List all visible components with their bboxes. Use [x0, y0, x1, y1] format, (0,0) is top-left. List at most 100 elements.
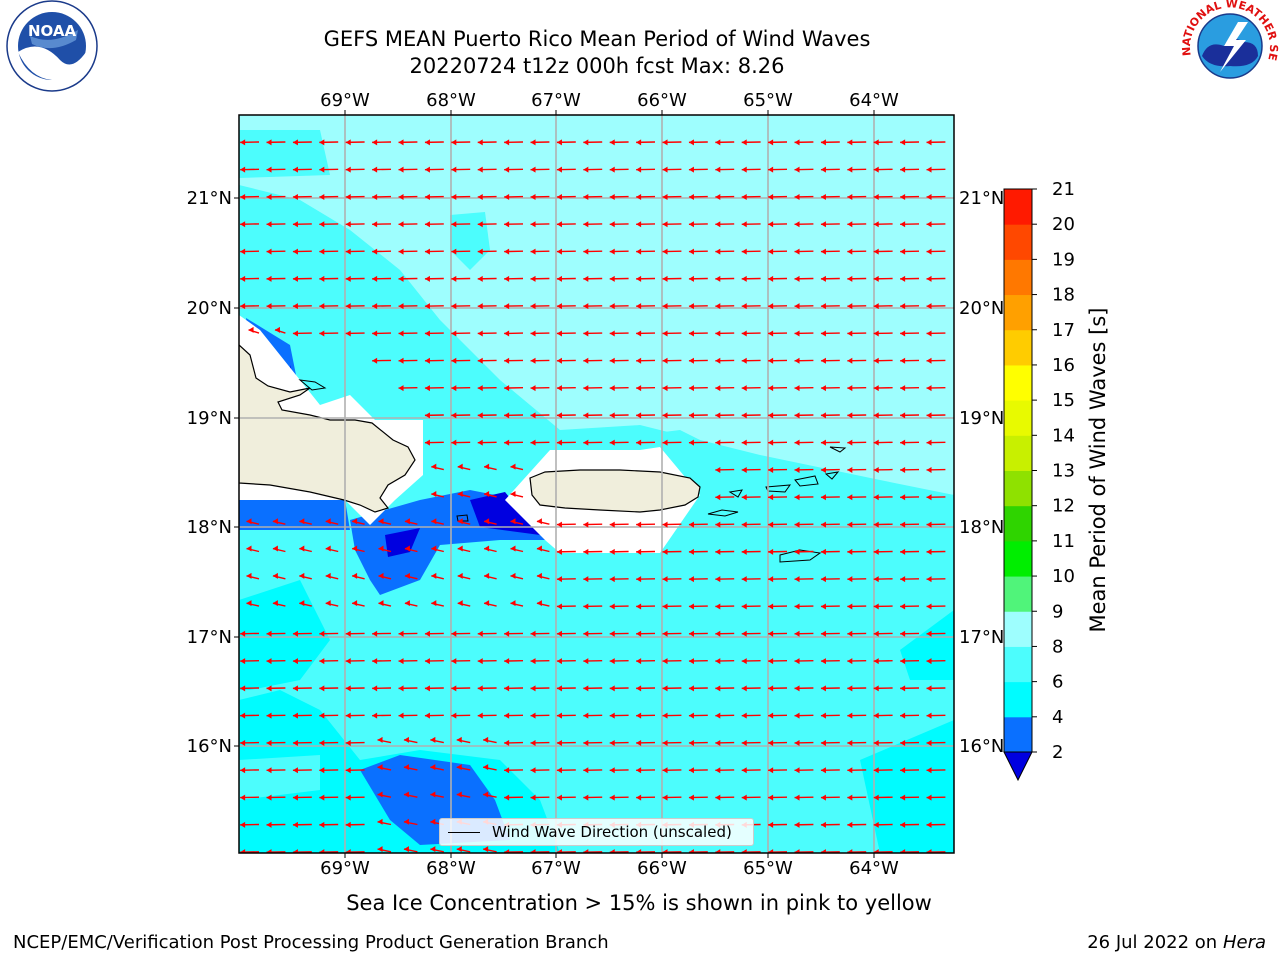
- wind-arrow-head: [794, 685, 800, 692]
- wind-arrow-head: [292, 821, 298, 828]
- wind-arrow-head: [583, 385, 589, 392]
- colorbar-tick-label: 13: [1052, 461, 1075, 482]
- wind-arrow-head: [873, 767, 879, 774]
- wind-arrow-head: [319, 685, 325, 692]
- island-anegada: [829, 446, 847, 453]
- wind-arrow-head: [820, 658, 826, 665]
- wind-arrow-head: [319, 275, 325, 282]
- wind-arrow-head: [556, 330, 562, 337]
- wind-arrow-head: [510, 518, 516, 525]
- wind-arrow-head: [741, 412, 747, 419]
- wind-arrow-head: [609, 630, 615, 637]
- wind-arrow-head: [504, 330, 510, 337]
- island-bvi: [794, 475, 819, 487]
- wind-arrow-head: [292, 658, 298, 665]
- wind-arrow-head: [583, 193, 589, 200]
- wind-arrow-head: [398, 712, 404, 719]
- wind-arrow-head: [873, 794, 879, 801]
- wind-arrow-head: [504, 412, 510, 419]
- lat-label-left-17n: 17°N: [187, 627, 232, 648]
- wind-arrow-head: [530, 685, 536, 692]
- wind-arrow-head: [820, 439, 826, 446]
- wind-arrow-head: [530, 385, 536, 392]
- lat-label-right-16n: 16°N: [959, 736, 1004, 757]
- wind-arrow-head: [900, 494, 906, 501]
- wind-arrow-head: [715, 739, 721, 746]
- wind-arrow-head: [457, 572, 463, 579]
- wind-arrow-head: [398, 330, 404, 337]
- wind-arrow-head: [352, 572, 358, 579]
- nws-logo: NATIONAL WEATHER SERVICE: [0, 0, 1280, 92]
- colorbar-tick-label: 4: [1052, 707, 1063, 728]
- wind-arrow-head: [398, 248, 404, 255]
- wind-arrow-head: [484, 463, 490, 470]
- wind-arrow-head: [609, 548, 615, 555]
- wind-arrow-head: [292, 685, 298, 692]
- wind-arrow-head: [741, 221, 747, 228]
- wind-arrow-head: [926, 821, 932, 828]
- lon-label-top-65w: 65°W: [743, 90, 793, 111]
- wind-arrow-head: [246, 518, 252, 525]
- wind-arrow-head: [636, 548, 642, 555]
- wind-arrow-head: [636, 521, 642, 528]
- colorbar-segment: [1004, 329, 1032, 366]
- wind-arrow-head: [900, 385, 906, 392]
- wind-arrow-head: [504, 630, 510, 637]
- wind-arrow-head: [556, 166, 562, 173]
- wind-arrow-head: [246, 600, 252, 607]
- wind-arrow-head: [768, 821, 774, 828]
- wind-arrow-head: [636, 193, 642, 200]
- wind-arrow-head: [240, 166, 246, 173]
- lat-label-left-21n: 21°N: [187, 188, 232, 209]
- wind-arrow-head: [847, 357, 853, 364]
- wind-arrow-head: [556, 357, 562, 364]
- wind-arrow-head: [299, 545, 305, 552]
- wind-arrow-head: [768, 330, 774, 337]
- wind-arrow-head: [483, 791, 489, 798]
- wind-arrow-head: [768, 193, 774, 200]
- island-culebra: [728, 489, 743, 498]
- wind-arrow-head: [292, 794, 298, 801]
- wind-arrow-head: [266, 166, 272, 173]
- wind-arrow-head: [794, 712, 800, 719]
- lon-label-bottom-67w: 67°W: [531, 858, 581, 879]
- wind-arrow-head: [403, 846, 409, 853]
- wind-arrow-head: [292, 739, 298, 746]
- wind-arrow-head: [456, 846, 462, 853]
- wind-arrow-head: [609, 576, 615, 583]
- wind-arrow-head: [794, 385, 800, 392]
- wind-arrow-head: [794, 466, 800, 473]
- wind-arrow-head: [715, 849, 721, 853]
- wind-arrow-head: [847, 603, 853, 610]
- wind-arrow-head: [345, 821, 351, 828]
- wind-arrow-head: [556, 248, 562, 255]
- wind-arrow-head: [609, 849, 615, 853]
- wind-arrow-head: [378, 600, 384, 607]
- wind-arrow-head: [403, 736, 409, 743]
- wind-arrow-head: [873, 166, 879, 173]
- wind-arrow-head: [424, 248, 430, 255]
- wind-arrow-head: [556, 576, 562, 583]
- island-samana: [298, 379, 327, 391]
- wind-arrow-head: [266, 739, 272, 746]
- wind-arrow-head: [768, 794, 774, 801]
- colorbar-segment: [1004, 576, 1032, 612]
- wind-arrow-head: [319, 221, 325, 228]
- wind-arrow-head: [424, 385, 430, 392]
- wind-arrow-head: [900, 330, 906, 337]
- wind-arrow-head: [377, 818, 383, 825]
- wind-arrow-head: [609, 794, 615, 801]
- wind-arrow-head: [372, 658, 378, 665]
- wind-arrow-head: [583, 739, 589, 746]
- wind-arrow-head: [768, 357, 774, 364]
- wind-arrow-head: [609, 166, 615, 173]
- colorbar-segment: [1004, 470, 1032, 507]
- wind-arrow-head: [873, 712, 879, 719]
- wind-arrow-head: [873, 139, 879, 146]
- wind-arrow-head: [636, 412, 642, 419]
- wind-arrow-head: [926, 303, 932, 310]
- wind-arrow-head: [636, 658, 642, 665]
- wind-arrow-head: [424, 685, 430, 692]
- wind-arrow-head: [662, 357, 668, 364]
- wind-arrow-head: [319, 630, 325, 637]
